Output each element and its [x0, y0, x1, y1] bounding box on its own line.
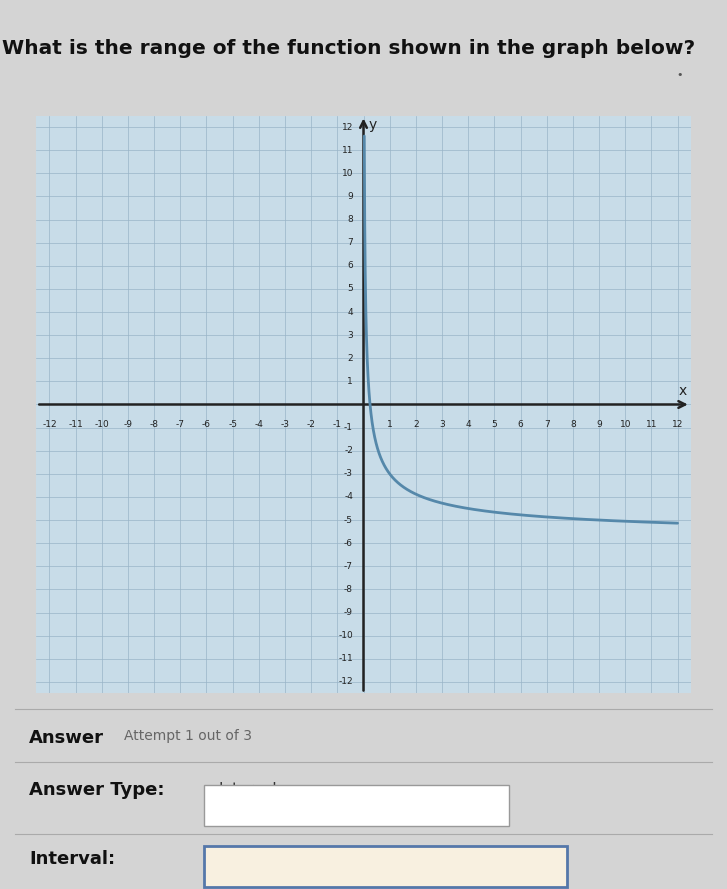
Text: -1: -1 — [333, 420, 342, 428]
Text: 6: 6 — [518, 420, 523, 428]
Text: 12: 12 — [672, 420, 683, 428]
Text: 1: 1 — [348, 377, 353, 386]
Text: 4: 4 — [348, 308, 353, 316]
Text: -6: -6 — [344, 539, 353, 548]
Text: -2: -2 — [307, 420, 316, 428]
Text: -3: -3 — [281, 420, 289, 428]
Text: -7: -7 — [344, 562, 353, 571]
Text: 3: 3 — [439, 420, 445, 428]
Text: 12: 12 — [342, 123, 353, 132]
Text: 4: 4 — [465, 420, 471, 428]
Text: y: y — [369, 118, 377, 132]
Text: Attempt 1 out of 3: Attempt 1 out of 3 — [124, 729, 252, 742]
Text: Interval: Interval — [218, 782, 277, 797]
Text: 3: 3 — [348, 331, 353, 340]
Text: -5: -5 — [228, 420, 237, 428]
Text: -5: -5 — [344, 516, 353, 525]
Text: 1: 1 — [387, 420, 393, 428]
Text: -12: -12 — [42, 420, 57, 428]
Text: 10: 10 — [619, 420, 631, 428]
Text: 2: 2 — [413, 420, 419, 428]
Text: 11: 11 — [646, 420, 657, 428]
Text: -11: -11 — [68, 420, 83, 428]
Text: -12: -12 — [338, 677, 353, 686]
Text: 7: 7 — [544, 420, 550, 428]
Text: v: v — [491, 789, 498, 802]
Text: -6: -6 — [202, 420, 211, 428]
Text: 7: 7 — [348, 238, 353, 247]
Text: 5: 5 — [491, 420, 497, 428]
Text: -4: -4 — [344, 493, 353, 501]
Text: 8: 8 — [348, 215, 353, 224]
Text: -7: -7 — [176, 420, 185, 428]
Text: 6: 6 — [348, 261, 353, 270]
Text: -9: -9 — [344, 608, 353, 617]
Text: -8: -8 — [150, 420, 158, 428]
Text: 9: 9 — [596, 420, 602, 428]
Text: -10: -10 — [338, 631, 353, 640]
Text: 9: 9 — [348, 192, 353, 201]
FancyBboxPatch shape — [204, 785, 509, 827]
Text: -2: -2 — [344, 446, 353, 455]
Text: -1: -1 — [344, 423, 353, 432]
Text: What is the range of the function shown in the graph below?: What is the range of the function shown … — [2, 38, 696, 58]
Text: x: x — [679, 384, 687, 397]
Text: -4: -4 — [254, 420, 263, 428]
FancyBboxPatch shape — [204, 846, 567, 887]
Text: Answer: Answer — [29, 729, 104, 747]
Text: 8: 8 — [570, 420, 576, 428]
Text: 11: 11 — [342, 146, 353, 155]
Text: •: • — [676, 69, 683, 80]
Text: 10: 10 — [342, 169, 353, 178]
Text: -9: -9 — [124, 420, 132, 428]
Text: -3: -3 — [344, 469, 353, 478]
Text: 2: 2 — [348, 354, 353, 363]
Text: 5: 5 — [348, 284, 353, 293]
Text: -8: -8 — [344, 585, 353, 594]
Text: -11: -11 — [338, 654, 353, 663]
Text: Interval:: Interval: — [29, 850, 115, 868]
Text: -10: -10 — [95, 420, 109, 428]
Text: Answer Type:: Answer Type: — [29, 781, 164, 799]
